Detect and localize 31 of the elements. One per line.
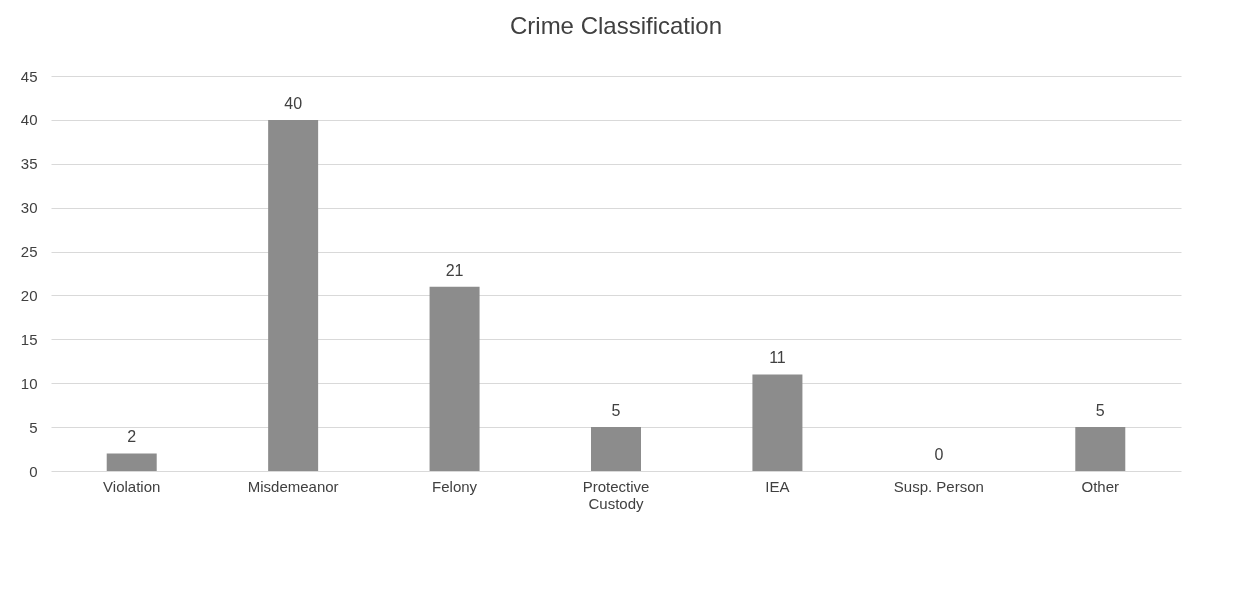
x-tick-label: Protective Custody	[582, 477, 650, 512]
data-label: 5	[1095, 402, 1105, 420]
y-tick-label: 25	[20, 243, 38, 261]
data-label: 21	[445, 261, 464, 279]
bar	[1075, 427, 1126, 471]
y-tick-label: 35	[20, 155, 38, 173]
data-label: 0	[934, 446, 944, 463]
x-tick-label: Other	[1081, 477, 1120, 495]
chart-title: Crime Classification	[509, 12, 723, 39]
y-tick-label: 5	[29, 418, 38, 436]
data-label: 40	[284, 94, 303, 112]
bar	[106, 453, 157, 471]
y-tick-label: 10	[20, 374, 38, 392]
y-tick-label: 20	[20, 286, 38, 304]
bar	[429, 286, 480, 471]
y-tick-label: 30	[20, 199, 38, 217]
x-tick-label: Susp. Person	[893, 477, 984, 495]
data-label: 5	[611, 402, 621, 420]
x-tick-label: IEA	[765, 477, 790, 495]
x-tick-label: Violation	[103, 477, 161, 495]
bar	[752, 374, 803, 471]
y-tick-label: 40	[20, 111, 38, 129]
y-tick-label: 15	[20, 330, 38, 348]
bar	[591, 427, 641, 471]
bar	[268, 119, 319, 471]
data-label: 11	[769, 349, 786, 367]
y-tick-label: 0	[29, 462, 38, 480]
x-tick-label: Felony	[432, 477, 478, 495]
y-tick-label: 45	[20, 67, 38, 85]
data-label: 2	[127, 428, 137, 446]
x-tick-label: Misdemeanor	[247, 477, 339, 495]
